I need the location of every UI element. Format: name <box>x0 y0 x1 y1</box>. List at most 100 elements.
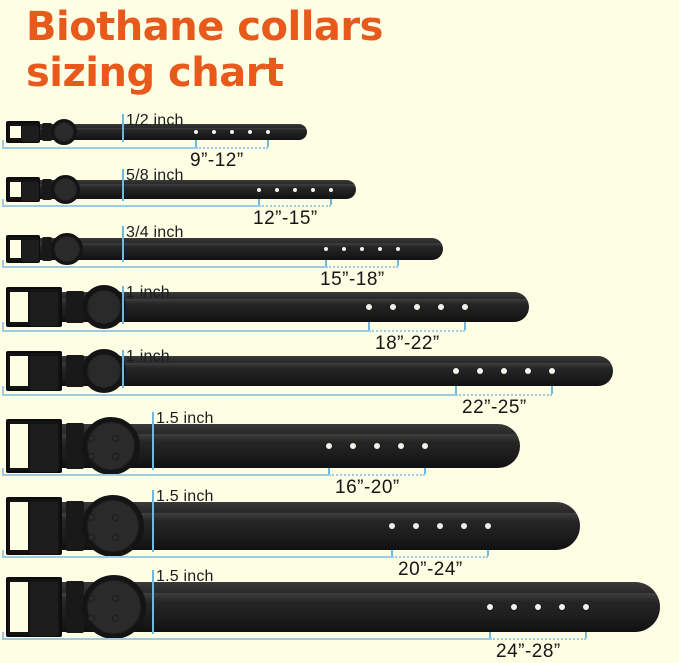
page-title: Biothane collars sizing chart <box>26 4 646 96</box>
collar-hole <box>293 187 297 192</box>
range-dotted-span <box>490 638 586 640</box>
collar-hole <box>378 247 382 251</box>
buckle-keeper <box>66 581 84 633</box>
collar-hole <box>396 247 400 251</box>
range-dotted-span <box>326 266 398 268</box>
width-label: 1.5 inch <box>156 568 214 585</box>
range-riser-left <box>455 386 457 394</box>
range-label: 22”-25” <box>462 397 527 418</box>
width-label: 3/4 inch <box>126 224 184 241</box>
collar-hole <box>485 523 491 529</box>
collar-hole <box>275 187 279 192</box>
collar-hole <box>559 604 565 610</box>
buckle-keeper <box>42 237 52 261</box>
collar-hole <box>390 304 396 310</box>
range-riser-left <box>325 260 327 266</box>
range-riser-right <box>551 386 553 394</box>
collar-hole <box>374 443 380 449</box>
range-dotted-span <box>196 147 268 149</box>
buckle-slot-top <box>10 424 29 446</box>
range-riser-left <box>258 199 260 205</box>
buckle-tongue <box>21 182 39 201</box>
buckle-keeper <box>66 501 84 551</box>
collar-hole <box>389 523 395 529</box>
buckle-slot-top <box>10 126 22 132</box>
buckle-slot-bottom <box>10 526 29 550</box>
baseline-left-stub <box>2 322 4 332</box>
width-indicator-tick <box>152 490 154 552</box>
collar-buckle <box>6 121 40 143</box>
collar-o-ring <box>82 495 144 557</box>
collar-o-ring <box>82 285 126 329</box>
o-ring-inner <box>55 123 73 141</box>
collar-hole <box>257 187 261 192</box>
buckle-slot-top <box>10 356 29 371</box>
collar-hole <box>360 247 364 251</box>
collar-hole <box>194 130 198 134</box>
range-riser-right <box>330 199 332 205</box>
buckle-slot-top <box>10 182 22 190</box>
width-indicator-tick <box>122 169 124 201</box>
range-dotted-span <box>456 394 552 396</box>
collar-hole <box>414 304 420 310</box>
baseline-left-stub <box>2 632 4 640</box>
buckle-slot-bottom <box>10 607 29 632</box>
baseline-left-stub <box>2 550 4 558</box>
buckle-keeper <box>42 123 52 141</box>
range-riser-left <box>195 140 197 147</box>
collar-hole <box>413 523 419 529</box>
o-ring-inner <box>55 179 76 200</box>
width-label: 5/8 inch <box>126 167 184 184</box>
o-ring-inner <box>55 237 79 261</box>
range-label: 12”-15” <box>253 208 318 229</box>
buckle-slot-bottom <box>10 307 29 322</box>
collar-rivet <box>88 453 95 461</box>
title-line-1: Biothane collars <box>26 4 383 50</box>
collar-hole <box>462 304 468 310</box>
collar-hole <box>525 368 531 374</box>
collar-buckle <box>6 351 62 391</box>
collar-hole <box>549 368 555 374</box>
width-label: 1.5 inch <box>156 410 214 427</box>
buckle-slot-top <box>10 240 22 249</box>
buckle-slot-bottom <box>10 189 22 197</box>
buckle-slot-top <box>10 502 29 526</box>
buckle-slot-bottom <box>10 371 29 386</box>
collar-buckle <box>6 419 62 473</box>
width-label: 1 inch <box>126 348 170 365</box>
collar-hole <box>461 523 467 529</box>
o-ring-inner <box>88 581 140 633</box>
range-riser-left <box>368 322 370 330</box>
buckle-slot-bottom <box>10 446 29 468</box>
range-label: 9”-12” <box>190 150 244 171</box>
o-ring-inner <box>88 423 134 469</box>
collar-rivet <box>112 615 119 622</box>
collar-rivet <box>112 533 119 541</box>
buckle-tongue <box>30 424 59 472</box>
range-riser-left <box>489 632 491 638</box>
collar-hole <box>266 130 270 134</box>
buckle-tongue <box>21 240 39 262</box>
collar-hole <box>398 443 404 449</box>
range-dotted-span <box>369 330 465 332</box>
collar-hole <box>422 443 428 449</box>
width-indicator-tick <box>152 570 154 634</box>
range-riser-right <box>397 260 399 266</box>
baseline-rule <box>2 474 329 476</box>
range-label: 24”-28” <box>496 641 561 662</box>
collar-o-ring <box>51 175 80 204</box>
collar-hole <box>230 130 234 134</box>
collar-o-ring <box>82 575 146 639</box>
buckle-slot-top <box>10 582 29 607</box>
buckle-tongue <box>30 582 59 636</box>
collar-buckle <box>6 235 40 263</box>
collar-hole <box>477 368 483 374</box>
range-dotted-span <box>392 556 488 558</box>
range-dotted-span <box>259 205 331 207</box>
collar-o-ring <box>51 119 77 145</box>
collar-hole <box>437 523 443 529</box>
range-label: 20”-24” <box>398 559 463 580</box>
range-label: 15”-18” <box>320 269 385 290</box>
collar-buckle <box>6 177 40 202</box>
